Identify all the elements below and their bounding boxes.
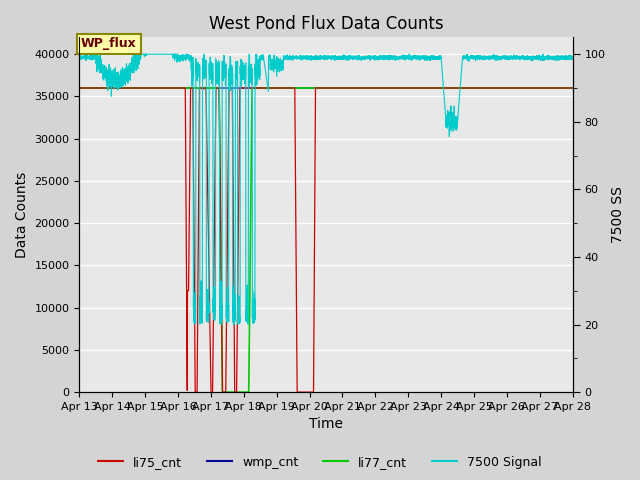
li75_cnt [264, 85, 272, 91]
Text: WP_flux: WP_flux [81, 37, 137, 50]
li75_cnt [481, 85, 489, 91]
wmp_cnt [76, 85, 83, 91]
7500 Signal [569, 54, 577, 60]
wmp_cnt [444, 85, 451, 91]
wmp_cnt [264, 85, 272, 91]
li77_cnt [396, 85, 404, 91]
7500 Signal [165, 51, 173, 57]
Title: West Pond Flux Data Counts: West Pond Flux Data Counts [209, 15, 444, 33]
li77_cnt [481, 85, 489, 91]
wmp_cnt [165, 85, 173, 91]
Line: 7500 Signal: 7500 Signal [79, 54, 573, 324]
X-axis label: Time: Time [309, 418, 343, 432]
li77_cnt [165, 85, 173, 91]
7500 Signal [76, 54, 83, 60]
li77_cnt [371, 85, 379, 91]
Y-axis label: Data Counts: Data Counts [15, 172, 29, 258]
7500 Signal [230, 322, 237, 327]
li75_cnt [76, 85, 83, 91]
7500 Signal [481, 53, 489, 59]
Legend: li75_cnt, wmp_cnt, li77_cnt, 7500 Signal: li75_cnt, wmp_cnt, li77_cnt, 7500 Signal [93, 451, 547, 474]
li77_cnt [444, 85, 451, 91]
li75_cnt [444, 85, 451, 91]
Y-axis label: 7500 SS: 7500 SS [611, 186, 625, 243]
li77_cnt [569, 85, 577, 91]
Line: li77_cnt: li77_cnt [79, 88, 573, 392]
wmp_cnt [396, 85, 404, 91]
wmp_cnt [569, 85, 577, 91]
7500 Signal [444, 116, 451, 122]
li77_cnt [219, 389, 227, 395]
wmp_cnt [371, 85, 379, 91]
li75_cnt [371, 85, 379, 91]
li77_cnt [76, 85, 83, 91]
li75_cnt [165, 85, 173, 91]
li75_cnt [569, 85, 577, 91]
7500 Signal [93, 51, 100, 57]
li77_cnt [264, 85, 272, 91]
Line: li75_cnt: li75_cnt [79, 88, 573, 392]
wmp_cnt [481, 85, 489, 91]
li75_cnt [396, 85, 404, 91]
li75_cnt [191, 389, 199, 395]
7500 Signal [264, 85, 272, 91]
7500 Signal [372, 57, 380, 62]
7500 Signal [397, 54, 404, 60]
